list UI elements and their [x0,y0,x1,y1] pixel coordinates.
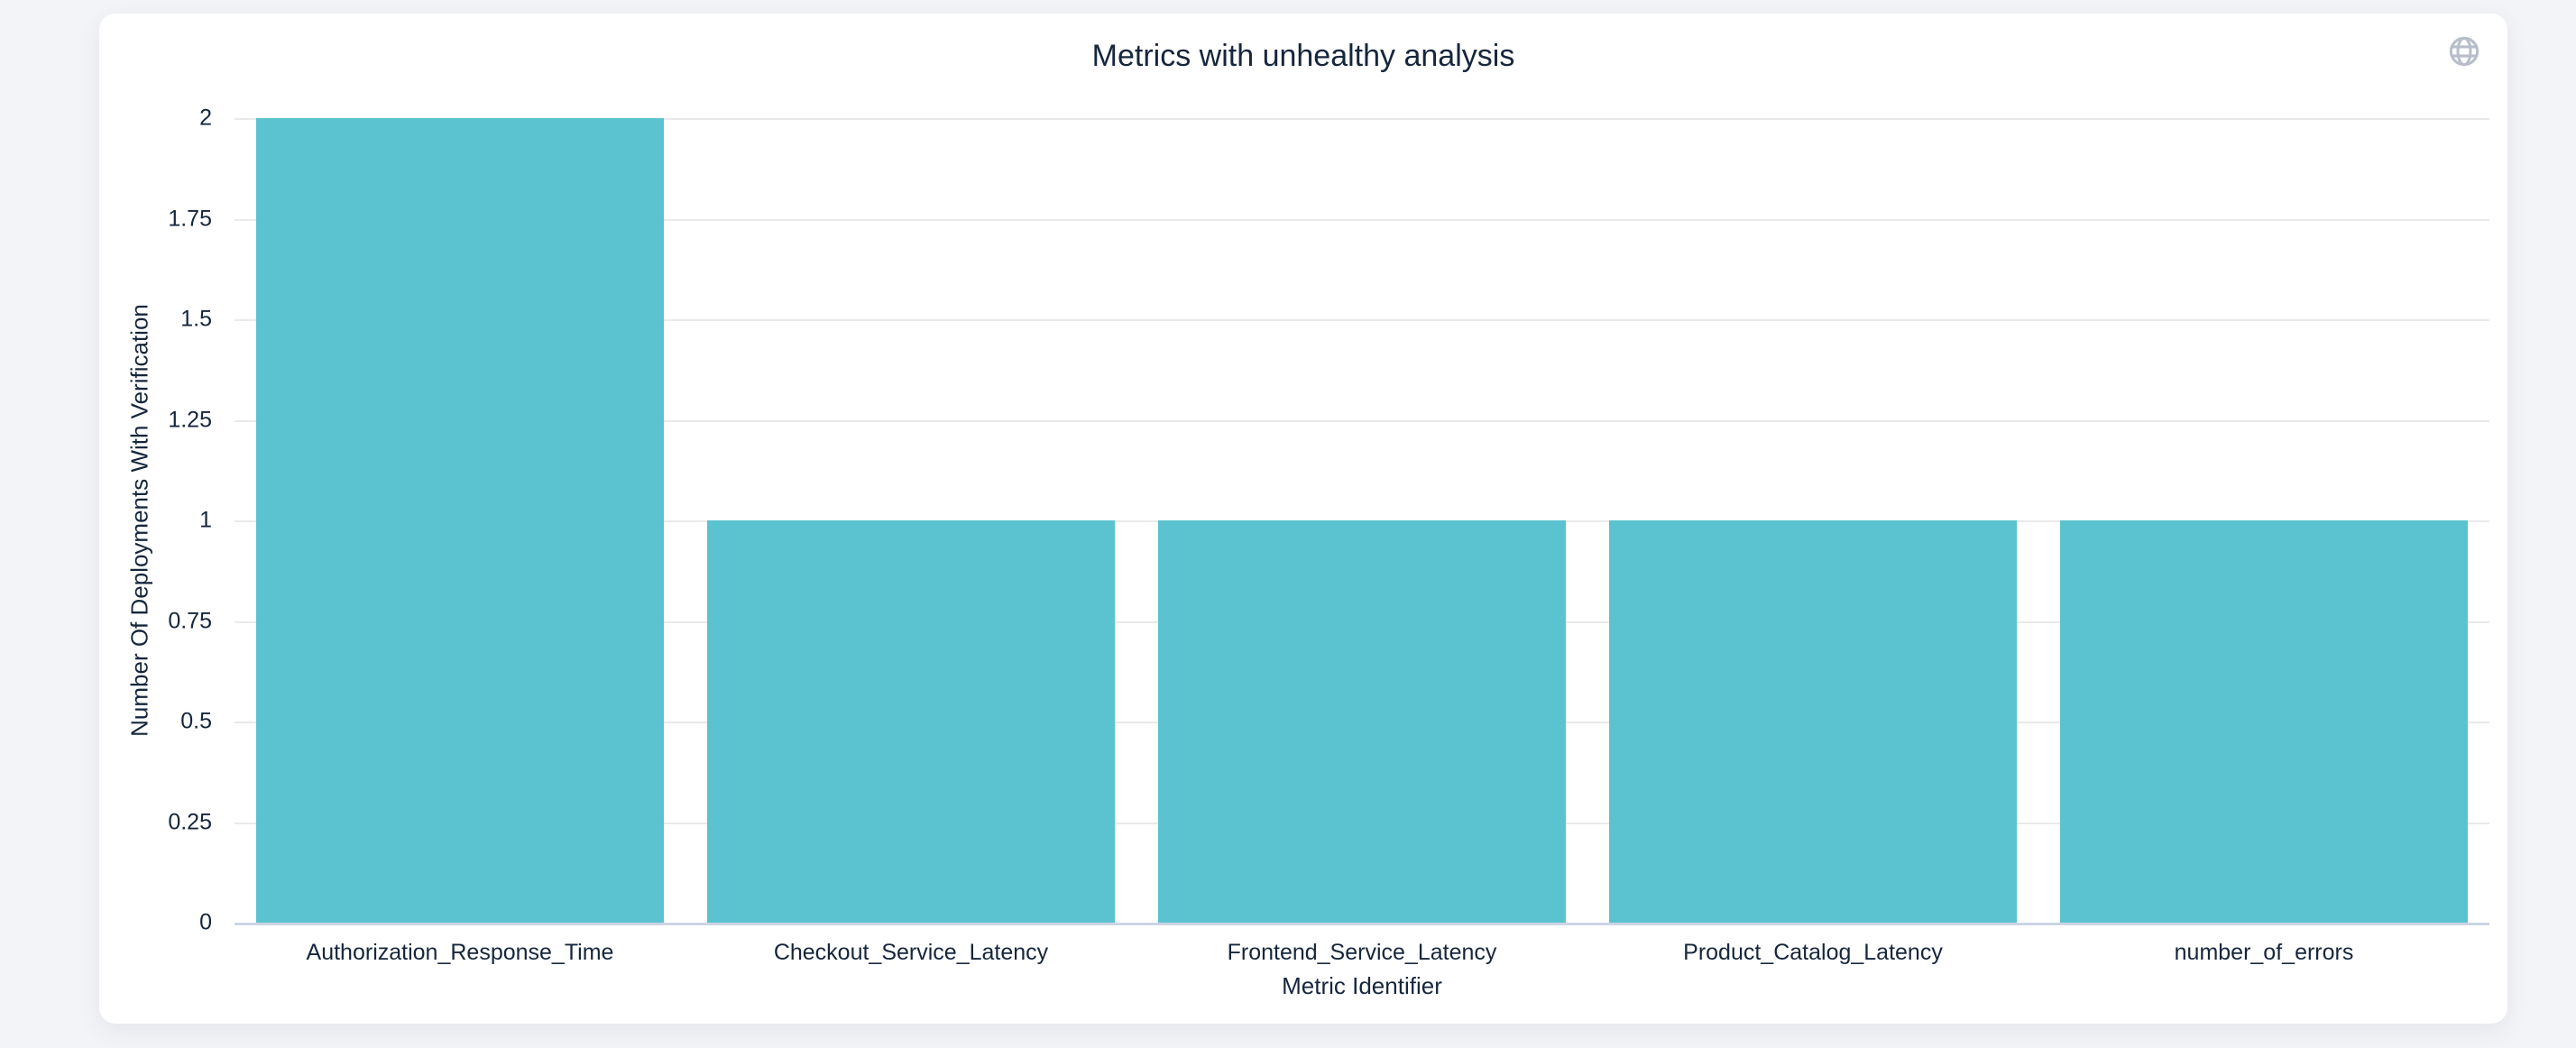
bar-slot-Authorization_Response_Time [235,118,685,923]
x-tick-label-Frontend_Service_Latency: Frontend_Service_Latency [1227,940,1497,965]
bar-slot-Product_Catalog_Latency [1587,118,2038,923]
bar-Checkout_Service_Latency[interactable] [706,520,1116,923]
x-axis-tick-labels: Authorization_Response_Time Checkout_Serv… [235,939,2489,966]
y-tick-label-1: 1 [199,507,212,533]
bar-slot-Frontend_Service_Latency [1136,118,1587,923]
y-tick-label-1.5: 1.5 [180,306,212,332]
gridline-y-1.25 [235,419,2489,422]
x-tick-label-Checkout_Service_Latency: Checkout_Service_Latency [773,940,1049,965]
y-tick-label-0.25: 0.25 [168,809,212,834]
bar-number_of_errors[interactable] [2059,520,2469,923]
gridline-y-2 [235,118,2489,120]
chart-card: Metrics with unhealthy analysis Number O… [99,14,2507,1024]
y-tick-label-0.75: 0.75 [168,608,212,633]
bar-slot-number_of_errors [2038,118,2489,923]
globe-icon [2449,36,2479,67]
gridline-y-1.5 [235,319,2489,321]
y-tick-label-1.75: 1.75 [168,206,212,231]
x-tick-label-Authorization_Response_Time: Authorization_Response_Time [306,940,614,965]
plot-area [235,118,2489,925]
bar-Product_Catalog_Latency[interactable] [1608,520,2018,923]
x-axis-title: Metric Identifier [1282,972,1442,999]
y-tick-label-0.5: 0.5 [180,708,212,734]
x-tick-label-number_of_errors: number_of_errors [2174,940,2354,965]
y-tick-label-2: 2 [199,105,212,131]
bar-Authorization_Response_Time[interactable] [255,118,665,923]
y-tick-label-1.25: 1.25 [168,407,212,432]
globe-icon-button[interactable] [2448,35,2480,68]
bars-container [235,118,2489,923]
gridline-y-1.75 [235,218,2489,221]
bar-slot-Checkout_Service_Latency [685,118,1136,923]
chart-title: Metrics with unhealthy analysis [1091,39,1515,73]
y-axis-tick-labels: 0 0.25 0.5 0.75 1 1.25 1.5 1.75 2 [99,106,212,935]
y-tick-label-0: 0 [199,909,212,935]
bar-Frontend_Service_Latency[interactable] [1157,520,1567,923]
x-axis-line [235,923,2489,925]
x-tick-label-Product_Catalog_Latency: Product_Catalog_Latency [1683,940,1943,965]
